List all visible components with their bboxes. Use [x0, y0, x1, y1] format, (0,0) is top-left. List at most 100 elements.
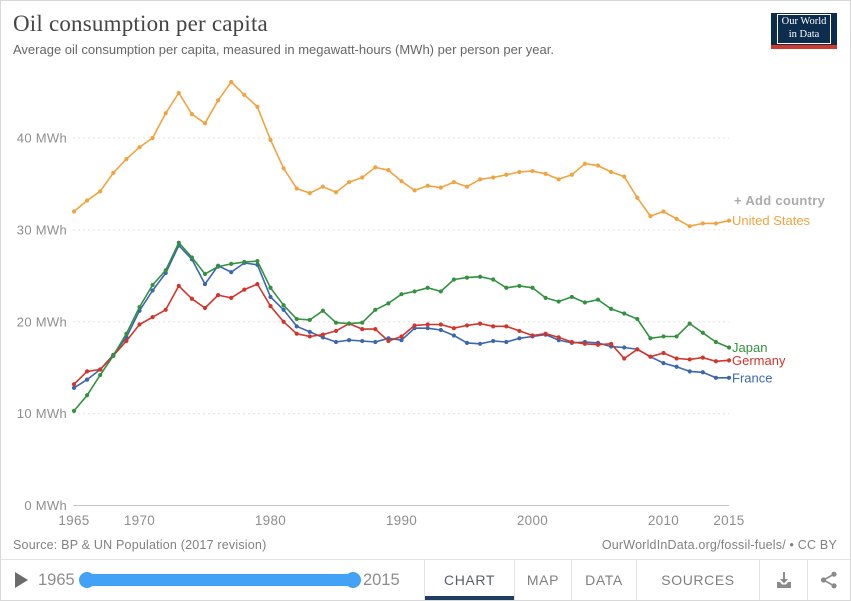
data-point-united-states[interactable]	[438, 185, 443, 190]
data-point-germany[interactable]	[491, 324, 496, 329]
data-point-japan[interactable]	[609, 306, 614, 311]
data-point-france[interactable]	[71, 385, 77, 390]
data-point-japan[interactable]	[517, 283, 522, 289]
data-point-united-states[interactable]	[373, 165, 378, 170]
data-point-japan[interactable]	[530, 285, 535, 290]
data-point-japan[interactable]	[595, 297, 601, 302]
data-point-united-states[interactable]	[386, 168, 391, 173]
data-point-united-states[interactable]	[98, 189, 103, 194]
data-point-japan[interactable]	[438, 289, 443, 294]
data-point-germany[interactable]	[569, 339, 574, 345]
data-point-japan[interactable]	[726, 345, 732, 350]
series-line-united-states[interactable]	[73, 81, 730, 227]
data-point-germany[interactable]	[320, 332, 325, 337]
data-point-united-states[interactable]	[622, 174, 627, 179]
data-point-france[interactable]	[150, 288, 155, 293]
data-point-germany[interactable]	[360, 327, 365, 332]
data-point-germany[interactable]	[255, 281, 260, 287]
data-point-france[interactable]	[517, 336, 522, 341]
data-point-united-states[interactable]	[216, 98, 221, 103]
tab-chart[interactable]: CHART	[424, 560, 514, 600]
data-point-united-states[interactable]	[202, 121, 208, 126]
data-point-united-states[interactable]	[517, 169, 522, 175]
data-point-germany[interactable]	[726, 358, 732, 363]
timeline-slider[interactable]	[79, 572, 361, 588]
data-point-germany[interactable]	[399, 334, 404, 339]
data-point-france[interactable]	[661, 360, 666, 366]
data-point-japan[interactable]	[137, 304, 142, 310]
data-point-japan[interactable]	[687, 321, 692, 326]
data-point-germany[interactable]	[713, 359, 719, 364]
data-point-germany[interactable]	[268, 304, 273, 309]
timeline-handle-end[interactable]	[345, 572, 361, 588]
data-point-germany[interactable]	[464, 323, 470, 328]
data-point-united-states[interactable]	[242, 92, 247, 97]
data-point-germany[interactable]	[294, 331, 299, 336]
data-point-germany[interactable]	[281, 319, 286, 324]
data-point-japan[interactable]	[543, 295, 548, 300]
data-point-germany[interactable]	[478, 321, 483, 326]
data-point-germany[interactable]	[98, 367, 103, 372]
data-point-germany[interactable]	[530, 333, 535, 338]
data-point-germany[interactable]	[150, 315, 155, 320]
data-point-germany[interactable]	[661, 350, 666, 356]
data-point-japan[interactable]	[451, 277, 456, 282]
download-button[interactable]	[759, 560, 807, 600]
data-point-germany[interactable]	[425, 322, 430, 327]
data-point-united-states[interactable]	[582, 161, 588, 166]
series-line-japan[interactable]	[73, 241, 730, 412]
data-point-united-states[interactable]	[333, 190, 339, 195]
data-point-united-states[interactable]	[504, 172, 509, 177]
data-point-japan[interactable]	[176, 240, 181, 245]
data-point-japan[interactable]	[229, 261, 234, 266]
data-point-france[interactable]	[360, 338, 365, 344]
data-point-japan[interactable]	[85, 393, 90, 398]
data-point-france[interactable]	[425, 326, 430, 331]
data-point-japan[interactable]	[307, 317, 312, 323]
data-point-germany[interactable]	[412, 323, 417, 328]
data-point-japan[interactable]	[635, 316, 640, 322]
data-point-germany[interactable]	[622, 356, 627, 361]
data-point-germany[interactable]	[635, 347, 640, 352]
data-point-japan[interactable]	[569, 294, 574, 300]
series-label-japan[interactable]: Japan	[732, 340, 767, 355]
data-point-japan[interactable]	[478, 274, 483, 279]
data-point-united-states[interactable]	[674, 216, 679, 221]
data-point-france[interactable]	[713, 375, 719, 380]
data-point-united-states[interactable]	[569, 172, 574, 177]
data-point-germany[interactable]	[85, 369, 90, 374]
data-point-united-states[interactable]	[609, 169, 614, 175]
data-point-germany[interactable]	[202, 305, 208, 311]
data-point-united-states[interactable]	[425, 183, 430, 188]
data-point-japan[interactable]	[425, 285, 430, 290]
data-point-germany[interactable]	[451, 326, 456, 331]
data-point-united-states[interactable]	[543, 171, 548, 176]
data-point-united-states[interactable]	[137, 145, 142, 150]
data-point-france[interactable]	[347, 338, 352, 343]
data-point-germany[interactable]	[438, 322, 443, 327]
data-point-japan[interactable]	[242, 259, 247, 265]
data-point-japan[interactable]	[582, 300, 588, 305]
data-point-united-states[interactable]	[451, 180, 456, 185]
data-point-united-states[interactable]	[399, 179, 404, 184]
data-point-united-states[interactable]	[726, 218, 732, 223]
data-point-united-states[interactable]	[124, 157, 129, 162]
data-point-france[interactable]	[726, 375, 732, 380]
data-point-japan[interactable]	[281, 303, 286, 308]
data-point-germany[interactable]	[517, 328, 522, 334]
data-point-germany[interactable]	[242, 287, 247, 292]
data-point-france[interactable]	[229, 270, 234, 275]
data-point-france[interactable]	[504, 339, 509, 345]
share-button[interactable]	[807, 560, 850, 600]
tab-map[interactable]: MAP	[514, 560, 571, 600]
data-point-united-states[interactable]	[347, 180, 352, 185]
data-point-japan[interactable]	[360, 320, 365, 325]
data-point-japan[interactable]	[189, 255, 194, 260]
data-point-japan[interactable]	[216, 264, 221, 269]
series-label-germany[interactable]: Germany	[732, 353, 786, 368]
data-point-japan[interactable]	[661, 334, 666, 339]
data-point-germany[interactable]	[137, 322, 142, 327]
data-point-germany[interactable]	[609, 341, 614, 346]
data-point-germany[interactable]	[163, 307, 168, 312]
